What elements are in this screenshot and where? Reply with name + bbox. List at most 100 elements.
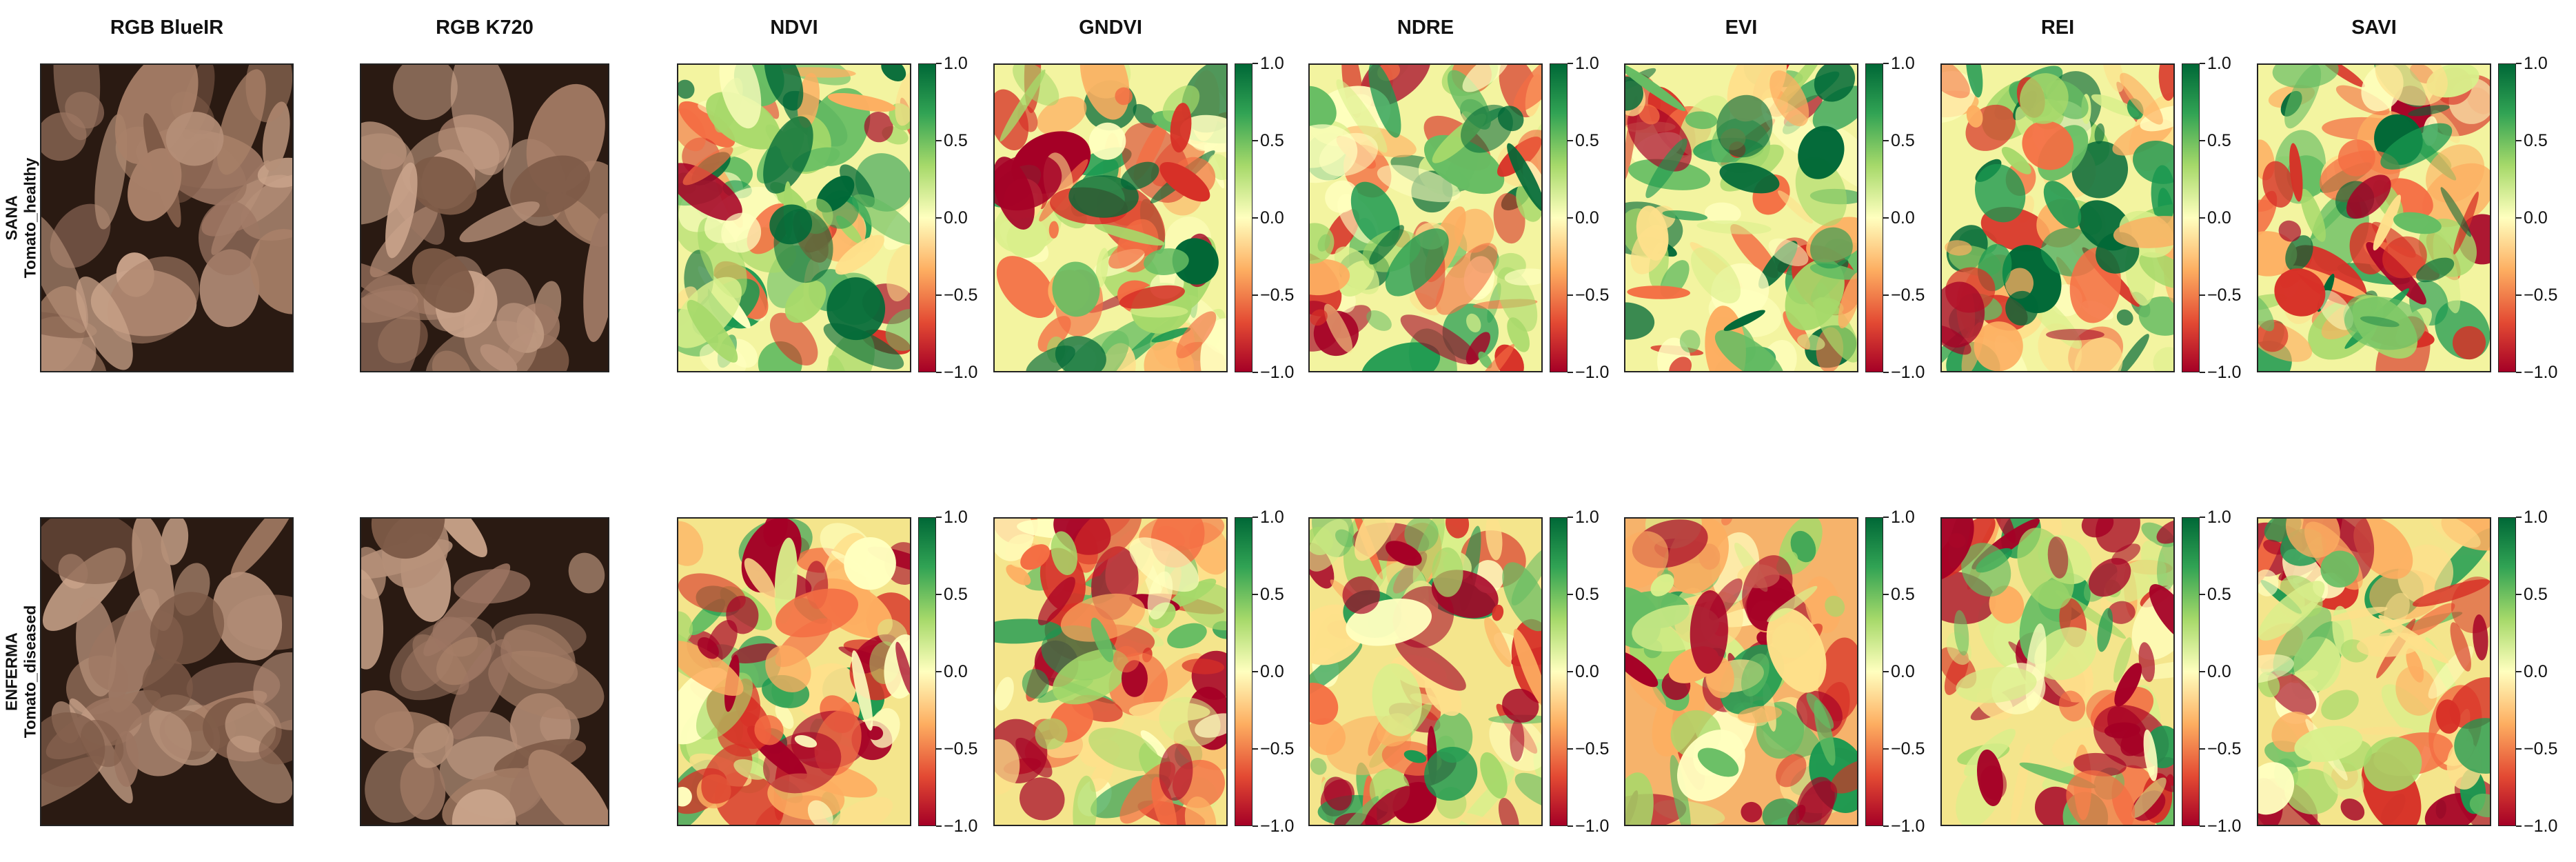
colorbar-tick xyxy=(1568,372,1573,373)
colorbar-tick xyxy=(2516,517,2522,518)
colorbar-tick-label: 0.5 xyxy=(1260,585,1284,604)
colorbar-tick-label: 0.5 xyxy=(2524,131,2548,150)
colorbar-tick xyxy=(936,217,942,219)
colorbar-tick xyxy=(936,517,942,518)
colorbar-tick xyxy=(1568,217,1573,219)
index-map-ndre-tomato-healthy xyxy=(1308,63,1543,372)
colorbar-tick-label: 1.0 xyxy=(2207,54,2231,73)
colorbar-tick-label: 1.0 xyxy=(1891,54,1915,73)
colorbar-savi-tomato-healthy xyxy=(2498,63,2516,372)
colorbar-tick xyxy=(2516,671,2522,672)
colorbar-tick xyxy=(1883,294,1889,296)
colorbar-tick-label: 0.5 xyxy=(1575,585,1599,604)
colorbar-tick xyxy=(936,294,942,296)
colorbar-tick xyxy=(1568,748,1573,750)
colorbar-tick-label: −1.0 xyxy=(1891,816,1925,836)
colorbar-tick-label: 0.5 xyxy=(1891,585,1915,604)
colorbar-rei-tomato-healthy xyxy=(2182,63,2200,372)
colorbar-tick-label: 0.5 xyxy=(944,131,968,150)
colorbar-tick xyxy=(1883,140,1889,141)
colorbar-tick-label: 0.0 xyxy=(1260,208,1284,228)
index-map-rei-tomato-healthy xyxy=(1940,63,2175,372)
colorbar-tick xyxy=(1568,825,1573,827)
colorbar-tick-label: 0.0 xyxy=(2207,662,2231,681)
colorbar-gndvi-tomato-healthy xyxy=(1235,63,1252,372)
colorbar-tick-label: −0.5 xyxy=(2207,285,2242,305)
row-label-tomato-healthy: SANA Tomato_healthy xyxy=(2,104,39,332)
colorbar-tick xyxy=(1252,671,1258,672)
colorbar-tick xyxy=(1568,140,1573,141)
colorbar-tick-label: 0.0 xyxy=(2524,208,2548,228)
colorbar-tick xyxy=(1568,671,1573,672)
colorbar-savi-tomato-diseased xyxy=(2498,517,2516,826)
row-label-class: Tomato_healthy xyxy=(21,157,39,279)
colorbar-tick-label: −0.5 xyxy=(2207,739,2242,759)
leaf-photo-rgb-k720-tomato-healthy xyxy=(360,63,609,372)
column-title-ndvi: NDVI xyxy=(770,17,818,39)
colorbar-tick-label: −1.0 xyxy=(944,363,978,382)
colorbar-tick xyxy=(2200,594,2205,595)
index-map-ndvi-tomato-diseased xyxy=(677,517,911,826)
colorbar-tick-label: 0.5 xyxy=(2524,585,2548,604)
colorbar-ndre-tomato-healthy xyxy=(1550,63,1568,372)
column-title-gndvi: GNDVI xyxy=(1079,17,1142,39)
colorbar-tick xyxy=(1252,63,1258,64)
colorbar-tick-label: 0.5 xyxy=(2207,131,2231,150)
colorbar-tick-label: 1.0 xyxy=(944,54,968,73)
colorbar-tick xyxy=(1883,217,1889,219)
column-title-ndre: NDRE xyxy=(1397,17,1454,39)
index-map-ndre-tomato-diseased xyxy=(1308,517,1543,826)
colorbar-tick xyxy=(1883,63,1889,64)
index-map-gndvi-tomato-healthy xyxy=(993,63,1228,372)
colorbar-tick xyxy=(1252,825,1258,827)
colorbar-tick xyxy=(2200,63,2205,64)
colorbar-tick xyxy=(1252,217,1258,219)
colorbar-tick-label: 1.0 xyxy=(2524,54,2548,73)
row-label-status: ENFERMA xyxy=(2,632,20,711)
colorbar-tick-label: −1.0 xyxy=(1575,816,1610,836)
colorbar-tick xyxy=(2516,825,2522,827)
column-title-rei: REI xyxy=(2040,17,2075,39)
colorbar-tick-label: −1.0 xyxy=(2524,816,2558,836)
colorbar-tick-label: 1.0 xyxy=(944,508,968,527)
colorbar-rei-tomato-diseased xyxy=(2182,517,2200,826)
colorbar-tick xyxy=(1252,517,1258,518)
colorbar-tick xyxy=(2516,748,2522,750)
colorbar-tick-label: 0.0 xyxy=(944,662,968,681)
colorbar-tick-label: −1.0 xyxy=(1260,363,1295,382)
colorbar-tick xyxy=(936,140,942,141)
colorbar-tick xyxy=(936,372,942,373)
index-map-evi-tomato-healthy xyxy=(1624,63,1858,372)
colorbar-tick-label: 1.0 xyxy=(1575,508,1599,527)
colorbar-tick-label: −0.5 xyxy=(1891,285,1925,305)
colorbar-tick xyxy=(1883,372,1889,373)
colorbar-tick-label: 1.0 xyxy=(1891,508,1915,527)
colorbar-tick xyxy=(2516,294,2522,296)
colorbar-tick-label: 0.0 xyxy=(1891,208,1915,228)
column-title-rgb-k720: RGB K720 xyxy=(436,17,534,39)
colorbar-tick-label: −0.5 xyxy=(944,285,978,305)
colorbar-ndvi-tomato-healthy xyxy=(918,63,936,372)
row-label-class: Tomato_diseased xyxy=(21,605,39,739)
index-map-evi-tomato-diseased xyxy=(1624,517,1858,826)
colorbar-tick xyxy=(1252,294,1258,296)
colorbar-tick-label: −1.0 xyxy=(2207,363,2242,382)
colorbar-tick-label: −1.0 xyxy=(2524,363,2558,382)
colorbar-tick-label: −0.5 xyxy=(1891,739,1925,759)
colorbar-tick-label: −1.0 xyxy=(1891,363,1925,382)
colorbar-tick-label: 0.0 xyxy=(944,208,968,228)
colorbar-tick xyxy=(1568,594,1573,595)
colorbar-tick-label: −1.0 xyxy=(1260,816,1295,836)
colorbar-tick xyxy=(936,63,942,64)
colorbar-tick-label: −1.0 xyxy=(944,816,978,836)
colorbar-evi-tomato-diseased xyxy=(1865,517,1883,826)
colorbar-tick xyxy=(1252,140,1258,141)
colorbar-tick xyxy=(2516,63,2522,64)
colorbar-tick-label: 0.5 xyxy=(2207,585,2231,604)
colorbar-tick xyxy=(1883,594,1889,595)
colorbar-tick-label: 0.0 xyxy=(1575,662,1599,681)
colorbar-tick xyxy=(2516,140,2522,141)
colorbar-tick xyxy=(2200,140,2205,141)
colorbar-tick-label: −1.0 xyxy=(2207,816,2242,836)
index-map-rei-tomato-diseased xyxy=(1940,517,2175,826)
